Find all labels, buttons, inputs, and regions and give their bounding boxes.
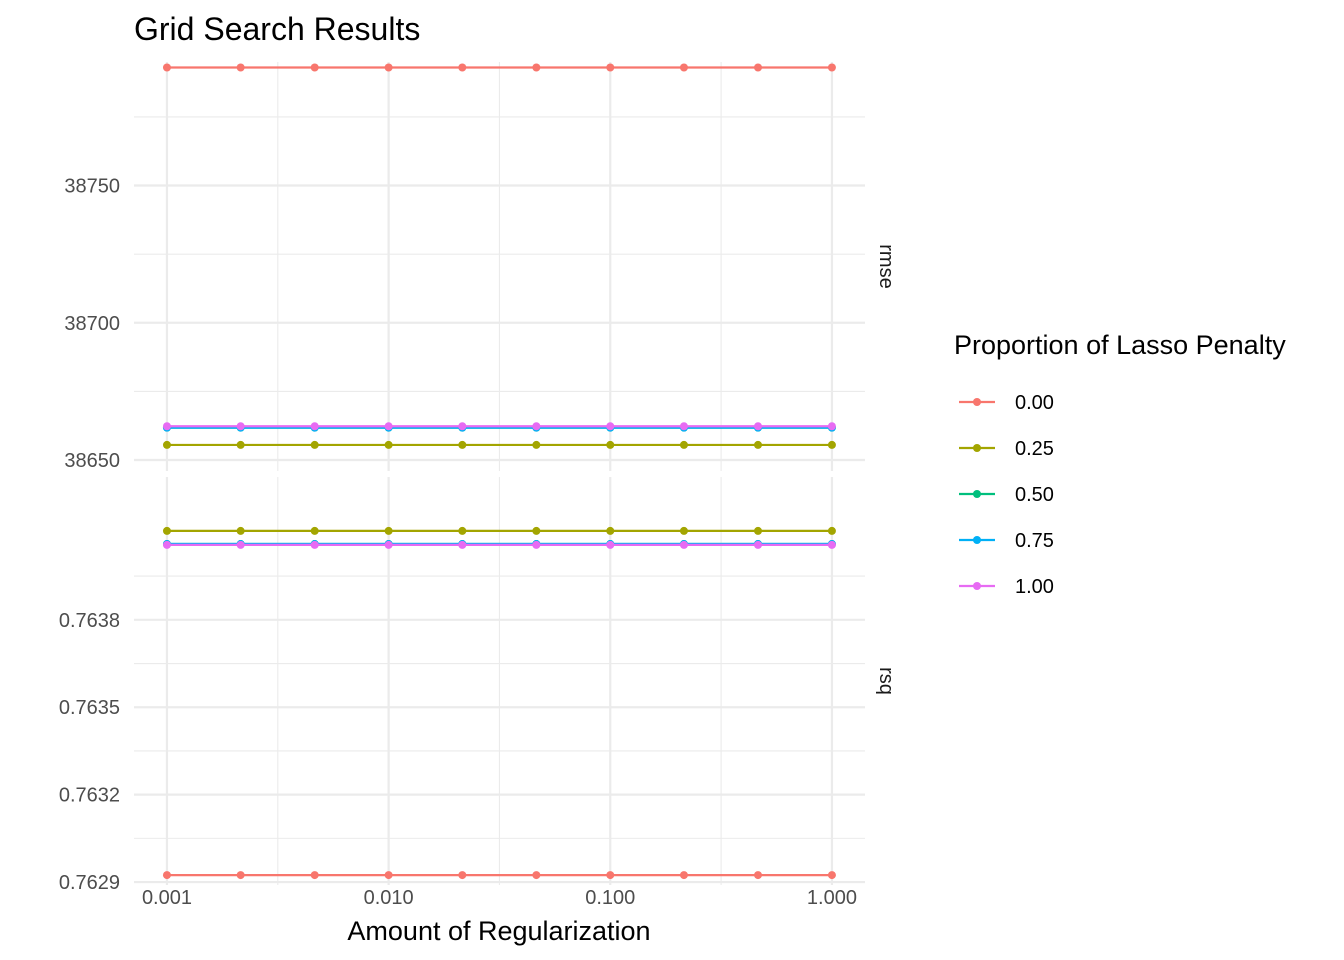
data-point bbox=[458, 440, 467, 449]
legend-key-point bbox=[973, 398, 981, 406]
data-point bbox=[236, 526, 245, 535]
data-point bbox=[827, 440, 836, 449]
data-point bbox=[310, 871, 319, 880]
data-point bbox=[679, 63, 688, 72]
legend-key-point bbox=[973, 490, 981, 498]
data-point bbox=[606, 540, 615, 549]
y-tick-label: 0.7635 bbox=[59, 697, 120, 719]
data-point bbox=[384, 63, 393, 72]
data-point bbox=[679, 540, 688, 549]
data-point bbox=[754, 871, 763, 880]
data-point bbox=[606, 526, 615, 535]
data-point bbox=[754, 440, 763, 449]
legend: Proportion of Lasso Penalty 0.00 0.25 0.50… bbox=[954, 330, 1286, 598]
data-point bbox=[827, 526, 836, 535]
data-point bbox=[236, 871, 245, 880]
data-point bbox=[384, 871, 393, 880]
data-point bbox=[162, 422, 171, 431]
data-point bbox=[162, 540, 171, 549]
data-point bbox=[458, 63, 467, 72]
data-point bbox=[532, 422, 541, 431]
x-tick-label: 1.000 bbox=[807, 887, 857, 909]
data-point bbox=[458, 526, 467, 535]
data-point bbox=[532, 871, 541, 880]
x-tick-label: 0.100 bbox=[585, 887, 635, 909]
legend-key-point bbox=[973, 582, 981, 590]
x-axis-title: Amount of Regularization bbox=[347, 916, 650, 946]
y-tick-label: 0.7632 bbox=[59, 785, 120, 807]
x-tick-label: 0.010 bbox=[364, 887, 414, 909]
y-tick-label: 0.7629 bbox=[59, 872, 120, 894]
legend-key-point bbox=[973, 444, 981, 452]
data-point bbox=[236, 63, 245, 72]
legend-title: Proportion of Lasso Penalty bbox=[954, 330, 1286, 360]
data-point bbox=[236, 540, 245, 549]
data-point bbox=[827, 871, 836, 880]
legend-key-point bbox=[973, 536, 981, 544]
strip-label-rmse: rmse bbox=[875, 244, 897, 288]
data-point bbox=[458, 540, 467, 549]
data-point bbox=[310, 422, 319, 431]
data-point bbox=[827, 422, 836, 431]
legend-entry-label: 0.75 bbox=[1015, 530, 1054, 552]
y-tick-label: 0.7638 bbox=[59, 610, 120, 632]
data-point bbox=[162, 526, 171, 535]
data-point bbox=[754, 63, 763, 72]
data-point bbox=[754, 540, 763, 549]
data-point bbox=[532, 540, 541, 549]
data-point bbox=[679, 871, 688, 880]
data-point bbox=[679, 422, 688, 431]
data-point bbox=[606, 871, 615, 880]
data-point bbox=[754, 422, 763, 431]
panel-rmse: 38650 38700 38750 rmse bbox=[64, 62, 897, 472]
data-point bbox=[827, 63, 836, 72]
panel-rsq: 0.7629 0.7632 0.7635 0.7638 rsq bbox=[59, 477, 897, 894]
strip-label-rsq: rsq bbox=[875, 667, 897, 695]
y-tick-label: 38750 bbox=[64, 176, 120, 198]
data-point bbox=[384, 526, 393, 535]
y-tick-label: 38700 bbox=[64, 313, 120, 335]
legend-entry-label: 1.00 bbox=[1015, 576, 1054, 598]
data-point bbox=[679, 526, 688, 535]
data-point bbox=[384, 540, 393, 549]
data-point bbox=[310, 540, 319, 549]
data-point bbox=[606, 63, 615, 72]
data-point bbox=[532, 526, 541, 535]
data-point bbox=[384, 422, 393, 431]
data-point bbox=[458, 871, 467, 880]
data-point bbox=[310, 440, 319, 449]
y-tick-label: 38650 bbox=[64, 450, 120, 472]
data-point bbox=[310, 526, 319, 535]
data-point bbox=[458, 422, 467, 431]
data-point bbox=[827, 540, 836, 549]
data-point bbox=[679, 440, 688, 449]
plot-panels: 386503870038750rmse0.76290.76320.76350.7… bbox=[59, 62, 897, 909]
legend-entry-label: 0.00 bbox=[1015, 392, 1054, 414]
chart-title: Grid Search Results bbox=[134, 11, 420, 47]
data-point bbox=[162, 871, 171, 880]
legend-entry-label: 0.50 bbox=[1015, 484, 1054, 506]
data-point bbox=[754, 526, 763, 535]
data-point bbox=[310, 63, 319, 72]
data-point bbox=[236, 440, 245, 449]
data-point bbox=[162, 440, 171, 449]
data-point bbox=[532, 440, 541, 449]
data-point bbox=[606, 440, 615, 449]
data-point bbox=[606, 422, 615, 431]
data-point bbox=[236, 422, 245, 431]
legend-entry-label: 0.25 bbox=[1015, 438, 1054, 460]
data-point bbox=[162, 63, 171, 72]
x-tick-label: 0.001 bbox=[142, 887, 192, 909]
data-point bbox=[532, 63, 541, 72]
data-point bbox=[384, 440, 393, 449]
